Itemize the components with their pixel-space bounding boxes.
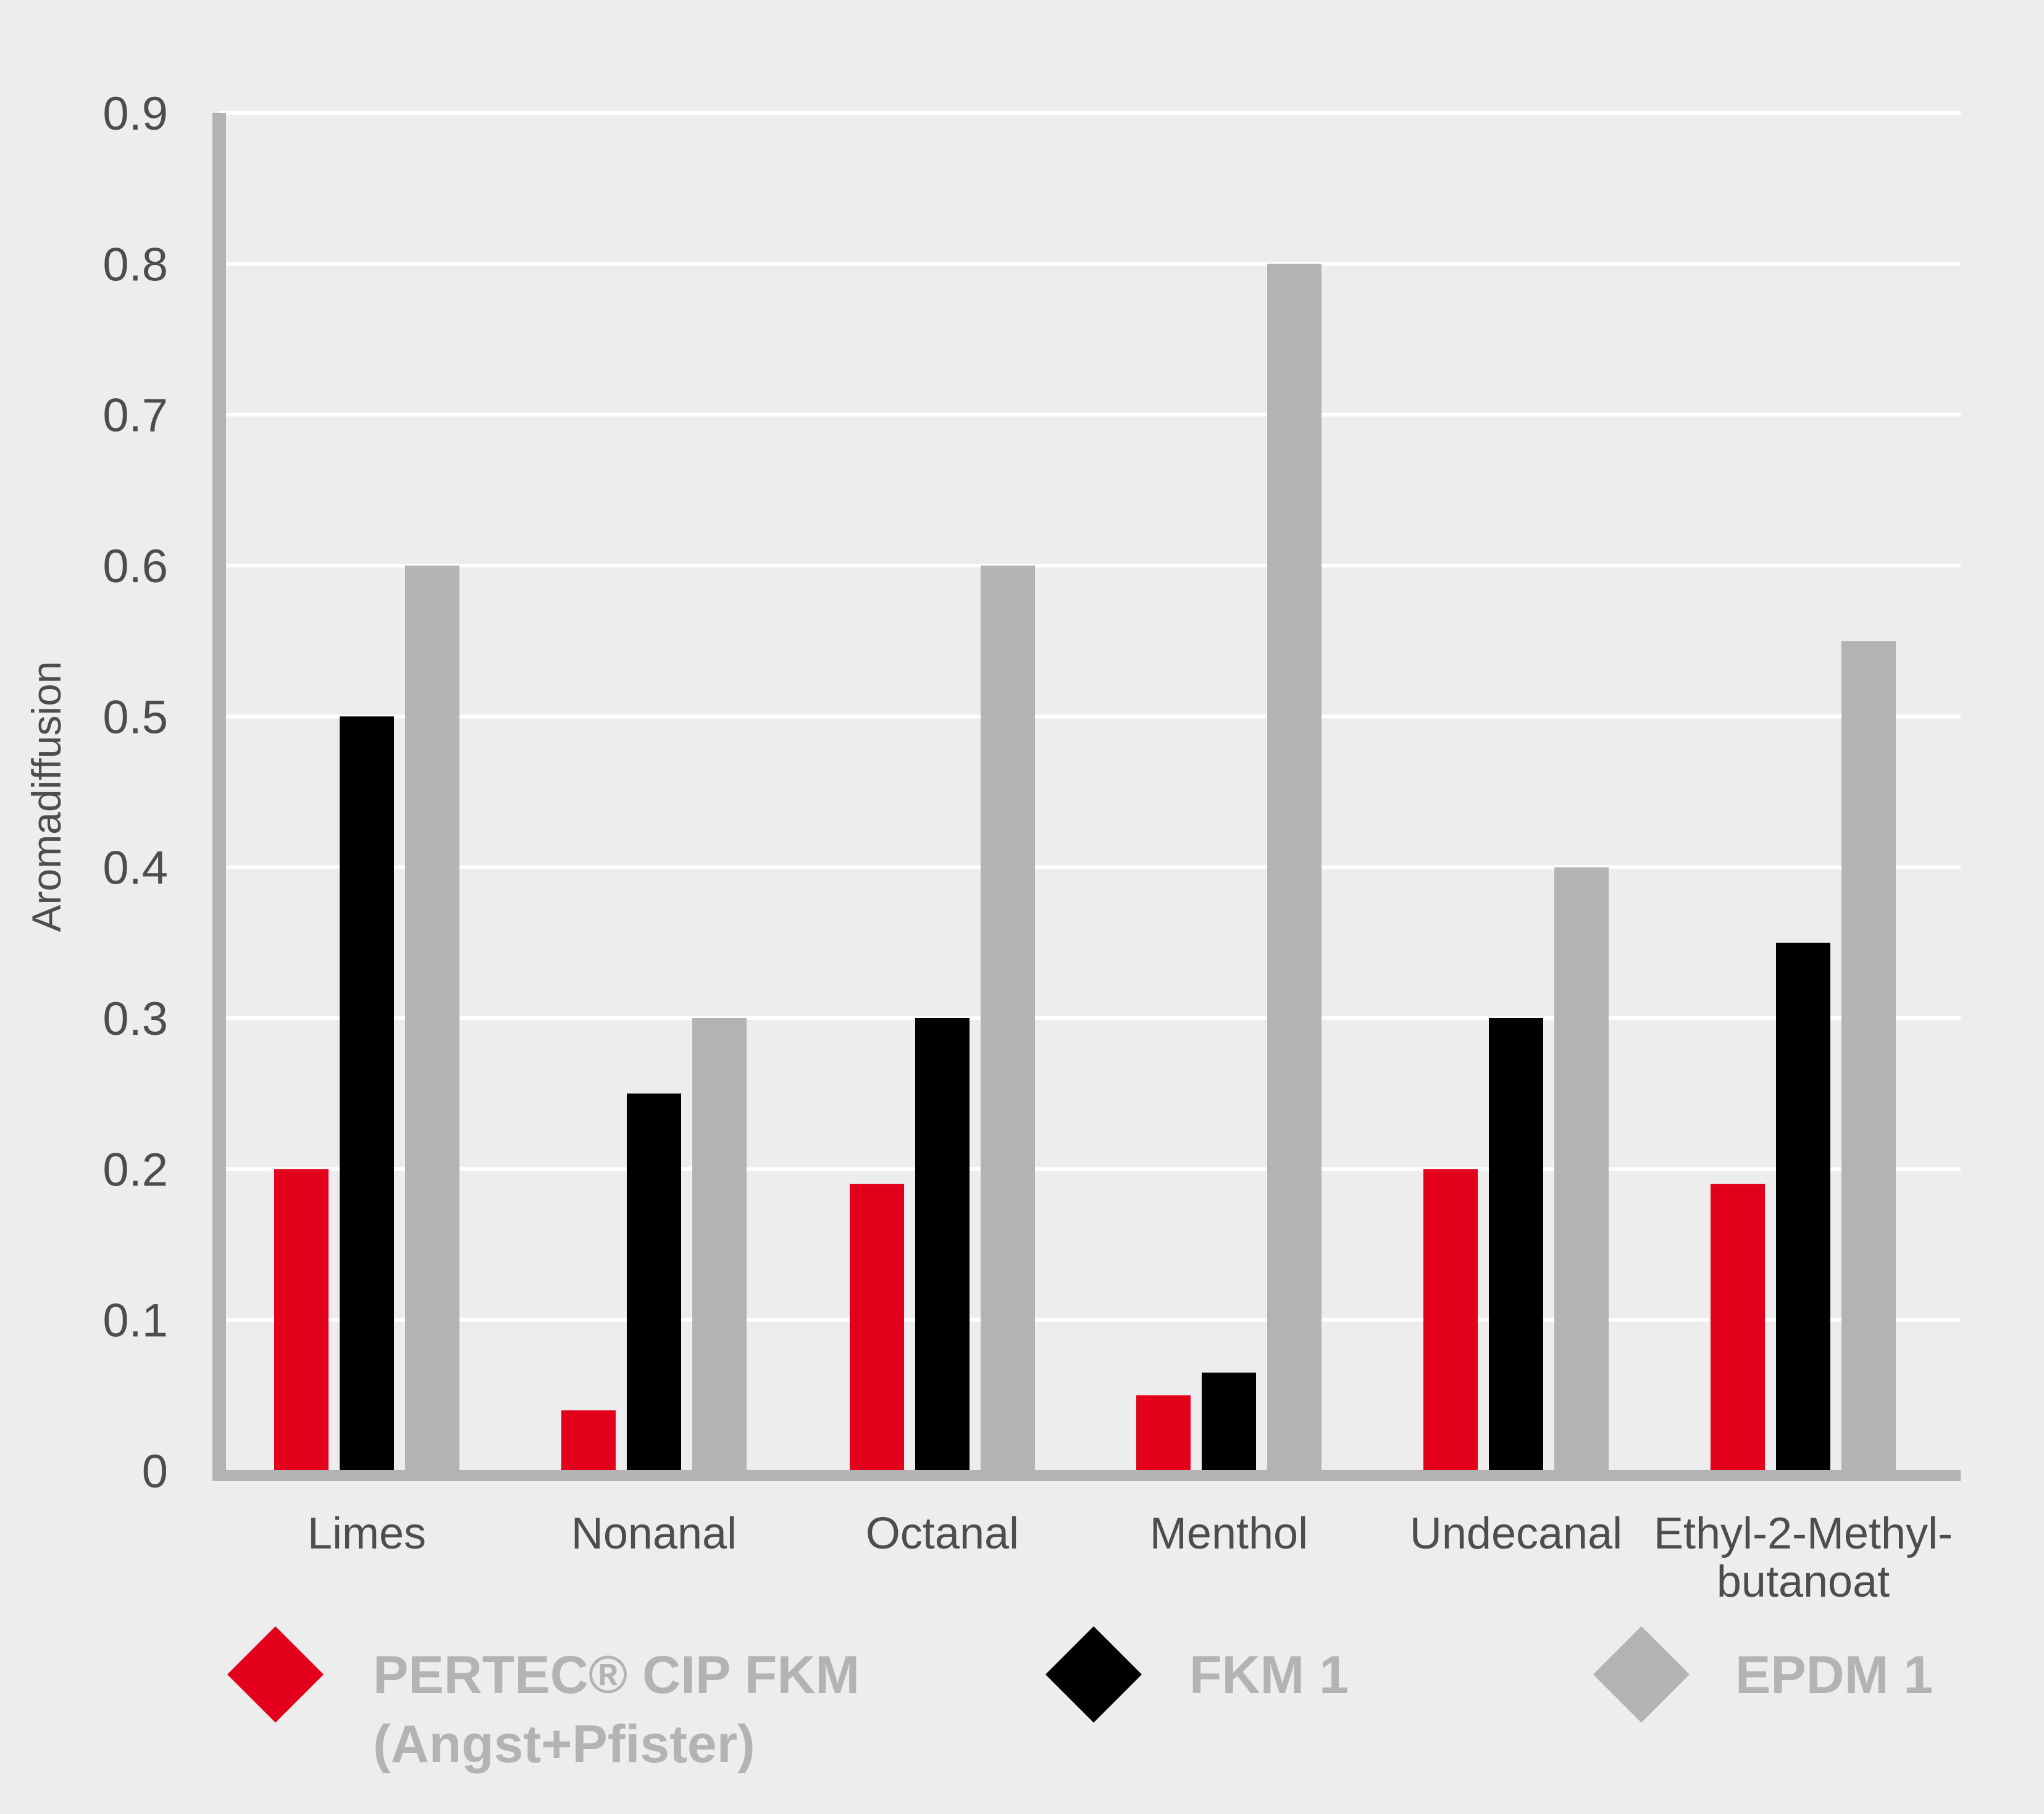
x-tick-label: Undecanal [1410,1509,1622,1558]
y-tick-label: 0 [142,1445,168,1498]
bar [1267,264,1321,1471]
legend-marker [1045,1626,1142,1723]
x-tick-label: Limes [308,1509,426,1558]
bar [850,1184,904,1471]
legend-label: FKM 1 [1189,1645,1349,1705]
x-tick-label: butanoat [1717,1557,1890,1607]
legend-label: PERTEC® CIP FKM [373,1645,860,1705]
y-tick-label: 0.4 [103,842,168,895]
legend-marker [227,1626,324,1723]
y-tick-label: 0.7 [103,390,168,442]
bar [1711,1184,1765,1471]
x-tick-label: Nonanal [571,1509,737,1558]
bar [274,1169,329,1471]
y-axis-title: Aromadiffusion [23,661,69,932]
bar [1841,641,1896,1471]
x-tick-label: Ethyl-2-Methyl- [1654,1509,1953,1558]
y-tick-label: 0.2 [103,1143,168,1196]
legend-label: EPDM 1 [1735,1645,1933,1705]
y-tick-label: 0.3 [103,993,168,1045]
x-tick-label: Octanal [866,1509,1019,1558]
bar [405,566,459,1471]
bar [692,1018,747,1471]
bar [627,1093,681,1471]
bar [981,566,1035,1471]
bar [915,1018,970,1471]
bar [1776,942,1830,1471]
legend-marker [1593,1626,1690,1723]
bar [561,1410,616,1471]
y-tick-label: 0.5 [103,691,168,743]
y-tick-label: 0.8 [103,238,168,291]
bar [1423,1169,1478,1471]
y-tick-label: 0.6 [103,540,168,593]
bar [1489,1018,1543,1471]
x-tick-label: Menthol [1150,1509,1308,1558]
bar [1136,1395,1191,1471]
y-tick-label: 0.9 [103,88,168,140]
bar [340,716,394,1471]
bar [1554,867,1609,1471]
y-tick-label: 0.1 [103,1295,168,1347]
legend-label: (Angst+Pfister) [373,1715,755,1774]
bar [1202,1373,1256,1471]
